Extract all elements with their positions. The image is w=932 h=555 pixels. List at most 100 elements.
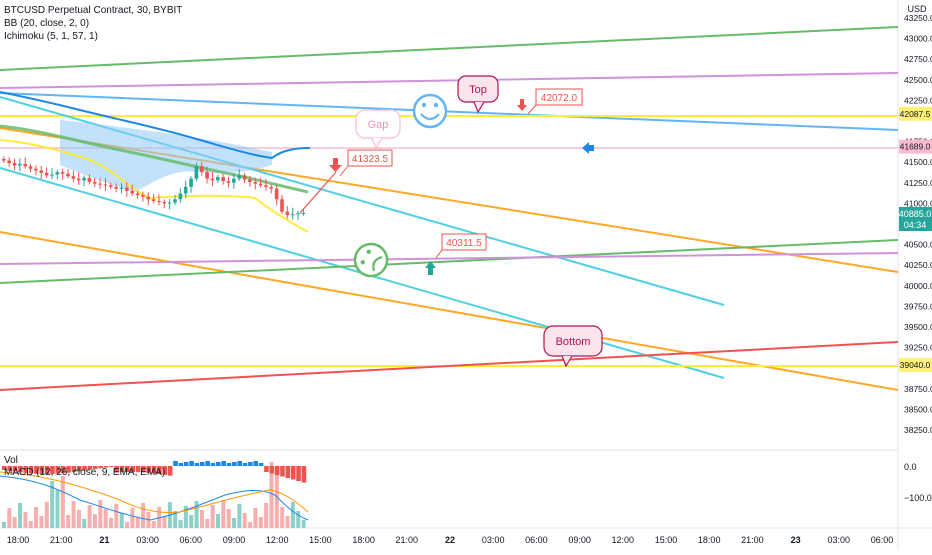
candle-body[interactable] <box>237 175 241 178</box>
candle-body[interactable] <box>275 189 279 200</box>
candle-body[interactable] <box>291 214 295 215</box>
candle-body[interactable] <box>243 175 247 179</box>
time-axis[interactable]: 18:00 21:00 21 03:00 06:00 09:00 12:00 15:00 18:… <box>7 535 894 545</box>
candle-body[interactable] <box>232 179 236 183</box>
candle-body[interactable] <box>109 185 113 187</box>
candle-body[interactable] <box>286 212 290 215</box>
volume-bar <box>152 521 156 528</box>
candle-body[interactable] <box>45 173 49 175</box>
candle-body[interactable] <box>88 178 92 182</box>
price-tick-label: 38500.0 <box>904 404 932 414</box>
chart-legend: BTCUSD Perpetual Contract, 30, BYBIT BB … <box>4 4 182 43</box>
price-tick-label: 43000.0 <box>904 34 932 44</box>
candle-body[interactable] <box>157 201 161 202</box>
candle-body[interactable] <box>264 185 268 187</box>
bar-countdown: 04:34 <box>904 220 927 230</box>
candle-body[interactable] <box>98 184 102 185</box>
candle-body[interactable] <box>195 166 199 178</box>
time-tick-label: 23 <box>791 535 801 545</box>
candle-body[interactable] <box>184 187 188 194</box>
candle-body[interactable] <box>152 199 156 201</box>
candle-body[interactable] <box>253 182 257 184</box>
volume-bar <box>286 516 290 528</box>
candle-body[interactable] <box>248 180 252 182</box>
ichimoku-indicator-label[interactable]: Ichimoku (5, 1, 57, 1) <box>4 30 182 43</box>
candle-body[interactable] <box>125 188 129 191</box>
macd-hist-bar <box>243 463 248 466</box>
price-tick-label: 40500.0 <box>904 240 932 250</box>
price-tick-label: 40000.0 <box>904 281 932 291</box>
volume-bar <box>130 508 134 528</box>
candle-body[interactable] <box>200 166 204 172</box>
candle-body[interactable] <box>130 191 134 193</box>
candle-body[interactable] <box>66 174 70 176</box>
candle-body[interactable] <box>72 176 76 178</box>
candle-body[interactable] <box>136 194 140 196</box>
candle-body[interactable] <box>296 213 300 214</box>
candle-body[interactable] <box>29 166 33 168</box>
candle-body[interactable] <box>120 188 124 189</box>
candle-body[interactable] <box>114 187 118 189</box>
volume-bar <box>253 508 257 528</box>
volume-bar <box>248 522 252 528</box>
candle-body[interactable] <box>56 172 60 174</box>
volume-bar <box>189 515 193 528</box>
candle-body[interactable] <box>13 163 17 165</box>
candle-body[interactable] <box>7 161 11 163</box>
candle-body[interactable] <box>270 187 274 189</box>
volume-bar <box>120 513 124 528</box>
candle-body[interactable] <box>18 164 22 166</box>
candle-body[interactable] <box>93 182 97 184</box>
candle-body[interactable] <box>168 203 172 204</box>
time-tick-label: 18:00 <box>698 535 721 545</box>
bb-indicator-label[interactable]: BB (20, close, 2, 0) <box>4 17 182 30</box>
macd-hist-bar <box>227 463 232 466</box>
price-tick-label: 42250.0 <box>904 95 932 105</box>
candle-body[interactable] <box>77 179 81 181</box>
macd-legend[interactable]: MACD (12, 26, close, 9, EMA, EMA) <box>4 467 165 478</box>
smiley-face-icon[interactable] <box>414 95 446 127</box>
time-tick-label: 06:00 <box>180 535 203 545</box>
volume-bar <box>82 519 86 528</box>
candle-body[interactable] <box>61 172 65 174</box>
candle-body[interactable] <box>280 199 284 211</box>
candle-body[interactable] <box>211 179 215 181</box>
volume-bar <box>13 517 17 528</box>
candle-body[interactable] <box>39 170 43 172</box>
volume-bar <box>18 503 22 528</box>
candle-body[interactable] <box>216 177 220 180</box>
volume-bar <box>232 518 236 528</box>
candle-body[interactable] <box>141 195 145 197</box>
macd-hist-bar <box>286 466 291 478</box>
volume-legend[interactable]: Vol <box>4 455 18 466</box>
candle-body[interactable] <box>146 197 150 199</box>
price-label-40311-text: 40311.5 <box>446 238 482 249</box>
volume-bar <box>296 511 300 528</box>
candle-body[interactable] <box>227 181 231 183</box>
symbol-title[interactable]: BTCUSD Perpetual Contract, 30, BYBIT <box>4 4 182 17</box>
candle-body[interactable] <box>189 179 193 187</box>
candle-body[interactable] <box>34 169 38 171</box>
candle-body[interactable] <box>173 199 177 202</box>
candle-body[interactable] <box>2 159 6 161</box>
candle-body[interactable] <box>163 202 167 204</box>
price-tick-label: 39250.0 <box>904 343 932 353</box>
candle-body[interactable] <box>50 175 54 176</box>
volume-bar <box>125 522 129 528</box>
candle-body[interactable] <box>259 184 263 186</box>
candle-body[interactable] <box>179 194 183 200</box>
price-tick-label: 39500.0 <box>904 322 932 332</box>
candle-body[interactable] <box>205 172 209 179</box>
volume-bar <box>264 503 268 528</box>
volume-bar <box>39 516 43 528</box>
last-price-badge: 40885.0 04:34 <box>899 207 932 231</box>
price-tick-label: 42750.0 <box>904 54 932 64</box>
candle-body[interactable] <box>221 177 225 181</box>
candle-body[interactable] <box>82 178 86 180</box>
candle-body[interactable] <box>104 184 108 185</box>
candle-body[interactable] <box>23 164 27 166</box>
volume-bar <box>2 522 6 528</box>
candle-body[interactable] <box>302 213 306 214</box>
price-badge-label: 41689.0 <box>900 142 931 152</box>
